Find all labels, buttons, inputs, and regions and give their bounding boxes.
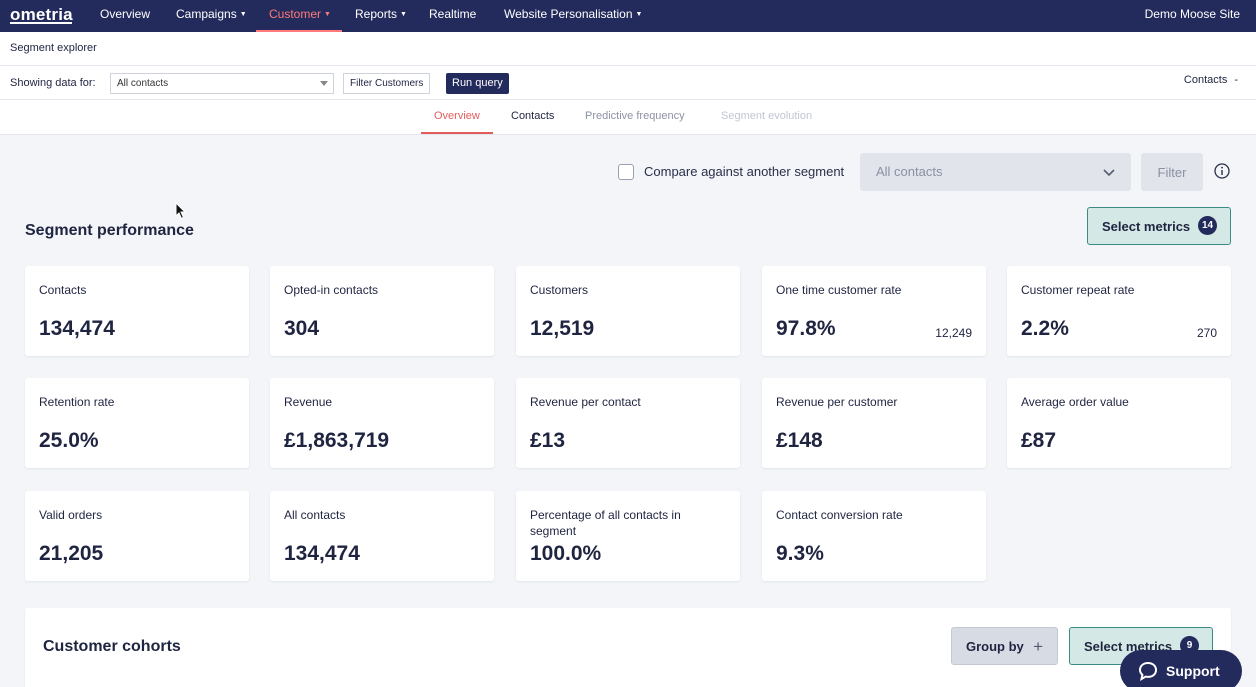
compare-checkbox[interactable] <box>618 164 634 180</box>
group-by-button[interactable]: Group by + <box>951 627 1058 665</box>
logo-underline <box>10 22 72 24</box>
metric-label: Revenue <box>284 395 333 409</box>
compare-select-value: All contacts <box>876 164 943 179</box>
metric-label: Customer repeat rate <box>1021 283 1135 297</box>
tab-bar: Overview Contacts Predictive frequency S… <box>0 100 1256 135</box>
metric-label: Revenue per contact <box>530 395 641 409</box>
compare-label[interactable]: Compare against another segment <box>644 164 845 179</box>
metric-value: 304 <box>284 317 320 340</box>
metric-value: £87 <box>1021 429 1057 452</box>
metric-card-revenue-per-contact: Revenue per contact £13 <box>516 378 740 468</box>
nav-item-realtime[interactable]: Realtime <box>429 7 477 21</box>
select-metrics-button[interactable]: Select metrics 14 <box>1087 207 1231 245</box>
compare-segment-select[interactable]: All contacts <box>860 153 1131 191</box>
metric-sub-value: 270 <box>1196 326 1217 340</box>
metric-label: Customers <box>530 283 589 297</box>
chevron-down-icon <box>1103 169 1115 177</box>
chat-bubble-icon <box>1138 661 1158 681</box>
page-header: Segment explorer <box>0 32 1256 66</box>
metric-label: Revenue per customer <box>776 395 898 409</box>
metric-sub-value: 12,249 <box>935 326 972 340</box>
top-nav: ometria Overview Campaigns ▼ Customer ▼ Re… <box>0 0 1256 32</box>
page-title: Segment explorer <box>10 42 97 54</box>
metric-card-all-contacts: All contacts 134,474 <box>270 491 494 581</box>
metric-label: Contact conversion rate <box>776 508 903 522</box>
site-selector[interactable]: Demo Moose Site <box>1144 7 1240 21</box>
chevron-down-icon: ▼ <box>635 11 643 18</box>
metric-label: Valid orders <box>39 508 103 522</box>
metric-value: 12,519 <box>530 317 595 340</box>
segment-select-value: All contacts <box>117 78 169 89</box>
metric-value: £148 <box>776 429 823 452</box>
nav-item-customer[interactable]: Customer ▼ <box>256 0 342 32</box>
info-icon[interactable] <box>1214 163 1230 179</box>
metric-value: 25.0% <box>39 429 99 452</box>
metric-value: £13 <box>530 429 566 452</box>
chevron-down-icon: ▼ <box>324 11 331 18</box>
metric-card-percentage-in-segment: Percentage of all contacts in segment 10… <box>516 491 740 581</box>
metric-card-average-order-value: Average order value £87 <box>1007 378 1231 468</box>
metric-value: £1,863,719 <box>284 429 390 452</box>
metric-label: Contacts <box>39 283 87 297</box>
segment-performance-title: Segment performance <box>25 222 194 239</box>
metric-value: 134,474 <box>39 317 115 340</box>
metric-label: Retention rate <box>39 395 115 409</box>
metric-card-opted-in-contacts: Opted-in contacts 304 <box>270 266 494 356</box>
metric-label: Percentage of all contacts in segment <box>530 508 681 538</box>
metric-label: All contacts <box>284 508 346 522</box>
metric-value: 9.3% <box>776 542 824 565</box>
segment-select[interactable]: All contacts <box>110 73 334 94</box>
nav-item-website-personalisation[interactable]: Website Personalisation ▼ <box>504 7 643 21</box>
metric-card-revenue: Revenue £1,863,719 <box>270 378 494 468</box>
tab-segment-evolution: Segment evolution <box>721 110 813 122</box>
metric-card-customer-repeat-rate: Customer repeat rate 2.2% 270 <box>1007 266 1231 356</box>
contacts-dropdown[interactable]: Contacts - <box>1183 74 1238 86</box>
metric-card-contacts: Contacts 134,474 <box>25 266 249 356</box>
tab-contacts[interactable]: Contacts <box>511 110 555 122</box>
run-query-button[interactable]: Run query <box>446 73 509 94</box>
metric-card-contact-conversion-rate: Contact conversion rate 9.3% <box>762 491 986 581</box>
plus-icon: + <box>1033 637 1043 656</box>
metric-value: 134,474 <box>284 542 360 565</box>
compare-filter-button[interactable]: Filter <box>1141 153 1203 191</box>
metric-value: 100.0% <box>530 542 602 565</box>
chevron-down-icon: ▼ <box>239 11 247 18</box>
metric-label: One time customer rate <box>776 283 902 297</box>
metrics-count-badge: 14 <box>1198 216 1217 235</box>
filter-customers-button[interactable]: Filter Customers <box>343 73 431 94</box>
ometria-logo[interactable]: ometria <box>10 5 73 24</box>
showing-data-label: Showing data for: <box>10 77 96 89</box>
chevron-down-icon: ▼ <box>400 11 407 18</box>
metric-value: 21,205 <box>39 542 104 565</box>
metric-card-customers: Customers 12,519 <box>516 266 740 356</box>
mouse-cursor-icon <box>175 202 187 220</box>
dropdown-caret-icon <box>320 81 328 86</box>
filter-bar: Showing data for: All contacts Filter Cu… <box>0 66 1256 100</box>
metric-label: Opted-in contacts <box>284 283 379 297</box>
metric-card-revenue-per-customer: Revenue per customer £148 <box>762 378 986 468</box>
metric-card-valid-orders: Valid orders 21,205 <box>25 491 249 581</box>
metric-card-one-time-customer-rate: One time customer rate 97.8% 12,249 <box>762 266 986 356</box>
nav-item-reports[interactable]: Reports ▼ <box>355 7 407 21</box>
metric-card-retention-rate: Retention rate 25.0% <box>25 378 249 468</box>
nav-item-campaigns[interactable]: Campaigns ▼ <box>176 7 247 21</box>
metric-value: 97.8% <box>776 317 836 340</box>
tab-predictive-frequency[interactable]: Predictive frequency <box>585 110 685 122</box>
customer-cohorts-title: Customer cohorts <box>43 638 181 655</box>
nav-item-overview[interactable]: Overview <box>100 7 151 21</box>
metric-value: 2.2% <box>1021 317 1069 340</box>
metric-label: Average order value <box>1021 395 1129 409</box>
tab-overview[interactable]: Overview <box>421 100 493 134</box>
